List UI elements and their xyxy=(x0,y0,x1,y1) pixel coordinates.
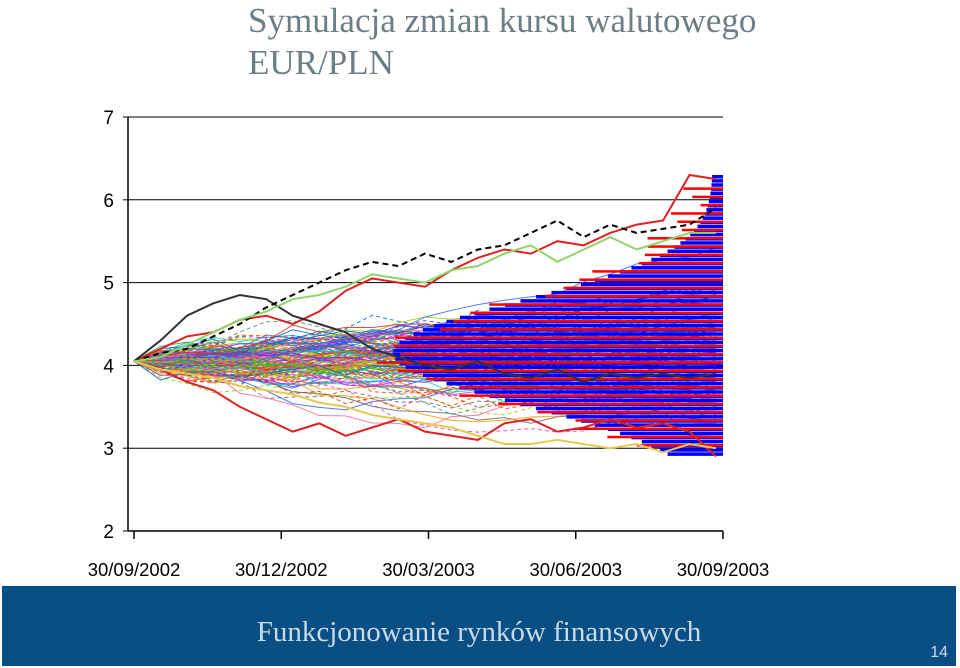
title-line-2: EUR/PLN xyxy=(248,43,394,82)
histogram-bar-alt xyxy=(671,212,723,215)
highlighted-path xyxy=(133,360,717,454)
highlighted-path xyxy=(133,231,716,363)
histogram-bar xyxy=(434,324,723,328)
histogram-bar xyxy=(712,174,723,179)
histogram-bar xyxy=(607,274,723,278)
histogram-bar-alt xyxy=(376,361,723,364)
histogram-bar xyxy=(680,241,723,245)
y-tick-label: 4 xyxy=(103,356,114,377)
histogram-bar-alt xyxy=(574,427,723,430)
histogram-bar xyxy=(474,390,723,394)
histogram-bar-alt xyxy=(692,195,723,199)
histogram-bar-alt xyxy=(644,253,723,257)
chart-title: Symulacja zmian kursu walutowego EUR/PLN xyxy=(248,0,888,84)
simulation-chart: 2 3 4 5 6 7 30/09/2002 30/12/2002 30/03/2003 30/0… xyxy=(88,108,770,580)
y-tick-label: 5 xyxy=(103,274,114,295)
histogram-bar-alt xyxy=(607,435,723,439)
histogram-bar-alt xyxy=(647,237,723,240)
footer-title: Funkcjonowanie rynków finansowych xyxy=(256,616,702,648)
y-tick-label: 7 xyxy=(103,108,114,129)
histogram-bar xyxy=(446,381,723,386)
histogram-bar xyxy=(631,266,723,270)
y-tick-label: 6 xyxy=(103,191,114,212)
histogram-bar xyxy=(566,415,723,419)
histogram-bar xyxy=(651,257,723,262)
histogram-bar xyxy=(594,423,723,427)
histogram-bar-alt xyxy=(579,278,723,281)
simulation-path xyxy=(133,360,717,402)
footer-bar: Funkcjonowanie rynków finansowych 14 xyxy=(2,586,956,666)
simulation-path xyxy=(133,355,717,433)
histogram-bar xyxy=(395,357,723,361)
y-tick-label: 3 xyxy=(103,439,114,460)
histogram-bar-alt xyxy=(677,220,723,223)
histogram-bar-alt xyxy=(537,410,723,414)
histogram-bar xyxy=(620,431,723,436)
histogram-bar-alt xyxy=(489,303,723,306)
histogram-bar xyxy=(706,208,723,212)
histogram-bar-alt xyxy=(592,270,723,273)
histogram-bar-alt xyxy=(400,352,723,356)
highlighted-path xyxy=(133,360,717,458)
histogram-bar xyxy=(399,340,723,345)
title-line-1: Symulacja zmian kursu walutowego xyxy=(248,1,757,40)
histogram-bar-alt xyxy=(638,261,723,265)
x-tick-label: 30/09/2002 xyxy=(88,559,181,580)
histogram-bar-alt xyxy=(683,187,723,190)
histogram-bar xyxy=(697,224,723,229)
x-tick-label: 30/03/2003 xyxy=(382,559,475,580)
histogram-bar xyxy=(667,249,723,254)
histogram-bar-alt xyxy=(459,386,723,389)
histogram-bar xyxy=(422,373,723,378)
histogram-bar xyxy=(641,439,723,444)
simulation-path xyxy=(133,335,717,365)
highlighted-path xyxy=(133,293,717,384)
x-tick-label: 30/12/2002 xyxy=(235,559,328,580)
histogram-bar-alt xyxy=(575,419,723,422)
x-tick-label: 30/06/2003 xyxy=(529,559,622,580)
histogram-bar-alt xyxy=(440,328,723,331)
histogram-bar xyxy=(504,398,723,403)
simulation-path xyxy=(133,341,717,387)
histogram-bar xyxy=(667,452,723,456)
histogram-bar-alt xyxy=(700,203,723,207)
histogram-bar-alt xyxy=(459,394,723,397)
histogram-bar-alt xyxy=(545,295,723,298)
histogram-bar-alt xyxy=(647,245,723,248)
y-tick-label: 2 xyxy=(103,522,114,543)
histogram-bar xyxy=(405,365,723,369)
simulation-path xyxy=(133,360,717,423)
histogram-bar-alt xyxy=(636,444,723,447)
histogram-bar xyxy=(708,199,723,204)
histogram-bar-alt xyxy=(563,286,723,290)
histogram-bar xyxy=(536,406,723,411)
histogram-bar xyxy=(551,290,723,295)
histogram-bar-alt xyxy=(470,311,723,315)
histogram-bar xyxy=(711,183,723,187)
histogram-bar-alt xyxy=(426,377,723,381)
histogram-bar xyxy=(659,448,723,452)
histogram-bar-alt xyxy=(393,344,723,348)
highlighted-path xyxy=(133,207,717,363)
histogram-bar-alt xyxy=(453,319,723,323)
histogram-bar xyxy=(690,232,723,237)
histogram-bar xyxy=(489,307,723,311)
x-tick-label: 30/09/2003 xyxy=(677,559,770,580)
simulation-path xyxy=(133,309,717,362)
simulation-path xyxy=(133,335,717,382)
histogram-bar-alt xyxy=(395,336,723,339)
histogram-bar-alt xyxy=(498,402,723,406)
histogram-bar xyxy=(393,348,723,353)
histogram-bar xyxy=(711,179,723,183)
histogram-bar-alt xyxy=(681,228,723,232)
histogram-bar xyxy=(413,332,723,336)
histogram-bar xyxy=(710,191,723,196)
histogram-bar xyxy=(460,315,723,320)
simulation-path xyxy=(133,323,717,384)
histogram-bar xyxy=(580,282,723,287)
histogram-bar xyxy=(520,299,723,303)
histogram-bar xyxy=(702,216,723,220)
page-number: 14 xyxy=(930,644,948,661)
